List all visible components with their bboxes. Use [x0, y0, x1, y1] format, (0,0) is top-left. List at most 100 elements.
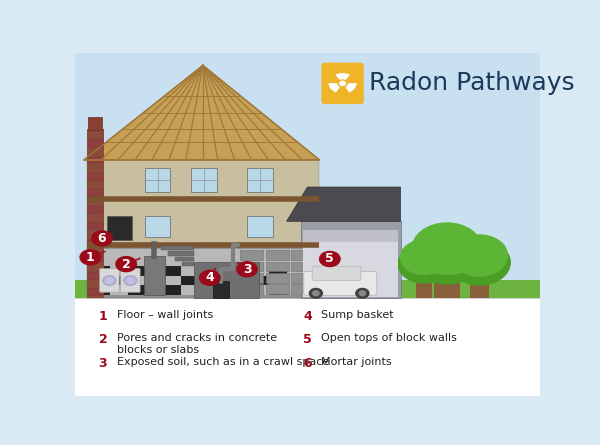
Text: 5: 5: [303, 333, 312, 346]
FancyBboxPatch shape: [214, 282, 229, 299]
FancyBboxPatch shape: [91, 249, 312, 295]
Text: Pores and cracks in concrete
blocks or slabs: Pores and cracks in concrete blocks or s…: [117, 333, 277, 355]
Text: 4: 4: [205, 271, 214, 284]
FancyBboxPatch shape: [266, 251, 289, 260]
FancyBboxPatch shape: [247, 168, 272, 192]
Wedge shape: [343, 83, 356, 93]
FancyBboxPatch shape: [163, 285, 181, 295]
Text: Floor – wall joints: Floor – wall joints: [117, 311, 213, 320]
FancyBboxPatch shape: [86, 245, 319, 299]
FancyBboxPatch shape: [88, 157, 103, 163]
Circle shape: [359, 291, 365, 295]
Circle shape: [310, 288, 322, 298]
FancyBboxPatch shape: [234, 285, 252, 295]
FancyBboxPatch shape: [88, 255, 103, 262]
Polygon shape: [84, 65, 319, 160]
FancyBboxPatch shape: [303, 230, 398, 297]
Circle shape: [126, 278, 134, 283]
FancyBboxPatch shape: [240, 284, 263, 294]
FancyBboxPatch shape: [291, 262, 314, 271]
FancyBboxPatch shape: [240, 262, 263, 271]
FancyBboxPatch shape: [88, 206, 103, 213]
FancyBboxPatch shape: [121, 269, 140, 292]
Text: 4: 4: [303, 311, 312, 324]
Text: 3: 3: [243, 263, 251, 276]
Circle shape: [452, 235, 508, 276]
FancyBboxPatch shape: [368, 279, 540, 299]
Circle shape: [356, 288, 369, 298]
Circle shape: [92, 231, 112, 246]
FancyBboxPatch shape: [434, 263, 460, 299]
FancyBboxPatch shape: [199, 266, 217, 276]
FancyBboxPatch shape: [163, 266, 181, 276]
FancyBboxPatch shape: [291, 273, 314, 283]
FancyBboxPatch shape: [416, 267, 432, 299]
FancyBboxPatch shape: [88, 271, 103, 279]
Circle shape: [409, 227, 485, 284]
FancyBboxPatch shape: [168, 251, 194, 255]
Circle shape: [338, 80, 347, 87]
Circle shape: [449, 240, 510, 285]
FancyBboxPatch shape: [247, 216, 272, 237]
FancyBboxPatch shape: [75, 279, 331, 299]
FancyBboxPatch shape: [144, 255, 165, 295]
FancyBboxPatch shape: [269, 266, 287, 276]
FancyBboxPatch shape: [182, 262, 194, 266]
FancyBboxPatch shape: [75, 299, 540, 396]
Text: Open tops of block walls: Open tops of block walls: [322, 333, 457, 343]
FancyBboxPatch shape: [110, 276, 128, 285]
Text: Mortar joints: Mortar joints: [322, 356, 392, 367]
Circle shape: [116, 257, 136, 271]
Text: Radon Pathways: Radon Pathways: [369, 71, 575, 95]
Text: Sump basket: Sump basket: [322, 311, 394, 320]
FancyBboxPatch shape: [266, 284, 289, 294]
Circle shape: [105, 278, 113, 283]
Text: 6: 6: [303, 356, 312, 370]
Wedge shape: [329, 83, 343, 93]
Circle shape: [237, 262, 257, 277]
Circle shape: [200, 270, 220, 285]
FancyBboxPatch shape: [304, 271, 377, 295]
FancyBboxPatch shape: [86, 199, 319, 245]
FancyBboxPatch shape: [252, 276, 269, 285]
Wedge shape: [335, 73, 350, 83]
Text: Exposed soil, such as in a crawl space: Exposed soil, such as in a crawl space: [117, 356, 329, 367]
FancyBboxPatch shape: [240, 273, 263, 283]
FancyBboxPatch shape: [86, 129, 104, 299]
FancyBboxPatch shape: [303, 242, 398, 297]
FancyBboxPatch shape: [175, 257, 194, 261]
FancyBboxPatch shape: [191, 168, 217, 192]
FancyBboxPatch shape: [145, 168, 170, 192]
Text: 2: 2: [122, 258, 131, 271]
FancyBboxPatch shape: [86, 160, 319, 199]
FancyBboxPatch shape: [266, 262, 289, 271]
FancyBboxPatch shape: [88, 288, 103, 295]
FancyBboxPatch shape: [128, 266, 146, 276]
FancyBboxPatch shape: [88, 222, 103, 229]
FancyBboxPatch shape: [291, 284, 314, 294]
Text: 2: 2: [98, 333, 107, 346]
FancyBboxPatch shape: [181, 276, 199, 285]
FancyBboxPatch shape: [107, 216, 132, 240]
Text: 6: 6: [98, 232, 106, 245]
FancyBboxPatch shape: [88, 190, 103, 196]
Text: 1: 1: [98, 311, 107, 324]
FancyBboxPatch shape: [145, 216, 170, 237]
Circle shape: [313, 291, 319, 295]
FancyBboxPatch shape: [291, 251, 314, 260]
FancyBboxPatch shape: [308, 279, 391, 299]
FancyBboxPatch shape: [301, 221, 401, 299]
FancyBboxPatch shape: [88, 117, 102, 130]
Text: 3: 3: [98, 356, 107, 370]
FancyBboxPatch shape: [266, 273, 289, 283]
FancyBboxPatch shape: [194, 263, 259, 299]
FancyBboxPatch shape: [269, 285, 287, 295]
FancyBboxPatch shape: [92, 285, 110, 295]
Circle shape: [103, 276, 116, 285]
Text: 1: 1: [86, 251, 95, 264]
FancyBboxPatch shape: [92, 266, 110, 276]
Circle shape: [80, 250, 101, 265]
FancyBboxPatch shape: [217, 276, 234, 285]
FancyBboxPatch shape: [128, 285, 146, 295]
Circle shape: [124, 276, 137, 285]
